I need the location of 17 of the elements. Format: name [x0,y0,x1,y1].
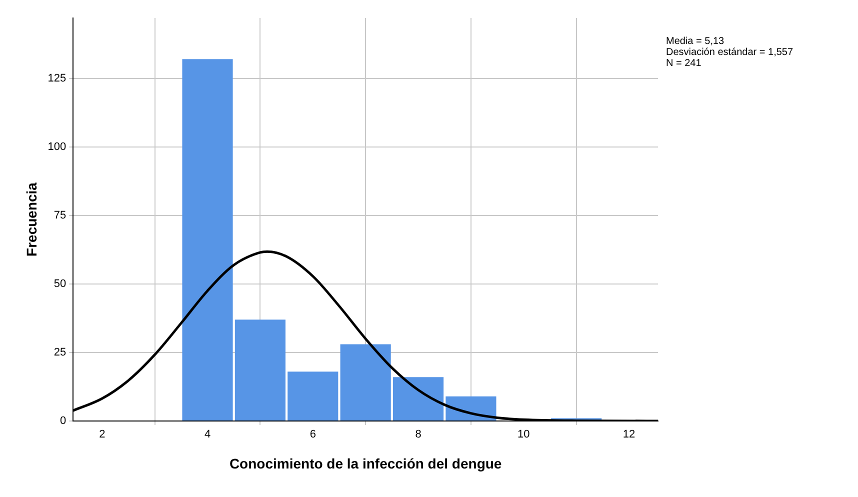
x-tick-label: 10 [518,428,530,441]
y-tick-label: 75 [54,209,66,222]
x-tick-label: 8 [415,428,422,441]
y-tick-label: 100 [48,140,66,153]
y-tick-label: 25 [54,346,66,358]
x-axis-title: Conocimiento de la infección del dengue [229,455,502,472]
x-tick-label: 12 [622,428,636,441]
y-tick-label: 50 [54,278,66,290]
text: Media = 5,13 [666,36,725,47]
y-tick-label: 125 [48,72,66,84]
text: N = 241 [666,58,702,69]
y-tick-label: 0 [60,415,66,428]
x-tick-label: 6 [310,428,316,441]
text: Desviación estándar = 1,557 [666,46,794,58]
y-axis-title: Frecuencia [23,182,40,256]
x-tick-label: 2 [99,428,106,441]
x-tick-label: 4 [204,428,211,441]
